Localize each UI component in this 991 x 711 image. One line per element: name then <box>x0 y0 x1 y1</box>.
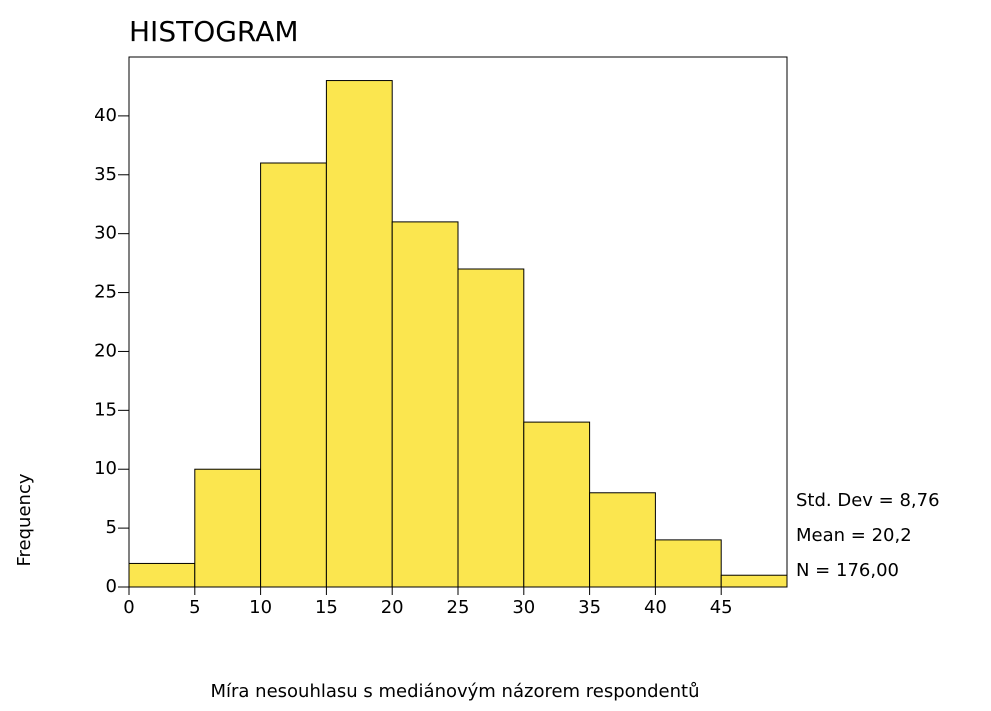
bar <box>654 539 722 588</box>
x-tick-label: 15 <box>315 597 338 618</box>
x-tick-label: 45 <box>710 597 733 618</box>
x-tick-label: 25 <box>447 597 470 618</box>
x-tick-label: 5 <box>189 597 200 618</box>
y-tick-label: 35 <box>94 164 117 185</box>
y-axis-label: Frequency <box>14 473 35 566</box>
bar <box>128 562 196 588</box>
stat-annotation: N = 176,00 <box>796 560 899 581</box>
bar <box>457 268 525 588</box>
x-tick-label: 35 <box>578 597 601 618</box>
bar <box>523 421 591 588</box>
chart-title: HISTOGRAM <box>129 15 299 48</box>
x-axis-label: Míra nesouhlasu s mediánovým názorem res… <box>211 681 700 702</box>
y-tick-label: 40 <box>94 105 117 126</box>
x-tick-label: 40 <box>644 597 667 618</box>
x-tick-label: 0 <box>123 597 134 618</box>
y-tick-label: 5 <box>106 517 117 538</box>
x-tick-label: 30 <box>512 597 535 618</box>
bar <box>589 492 656 588</box>
y-tick-label: 30 <box>94 223 117 244</box>
bar <box>325 80 393 588</box>
bar <box>194 468 262 588</box>
bar <box>391 221 459 588</box>
y-tick-label: 20 <box>94 340 117 361</box>
bar <box>260 162 327 588</box>
y-tick-label: 10 <box>94 458 117 479</box>
x-tick-label: 10 <box>249 597 272 618</box>
y-tick-label: 0 <box>106 576 117 597</box>
x-tick-label: 20 <box>381 597 404 618</box>
y-tick-label: 25 <box>94 282 117 303</box>
stat-annotation: Mean = 20,2 <box>796 525 912 546</box>
stat-annotation: Std. Dev = 8,76 <box>796 490 940 511</box>
y-tick-label: 15 <box>94 399 117 420</box>
bar <box>720 574 788 588</box>
